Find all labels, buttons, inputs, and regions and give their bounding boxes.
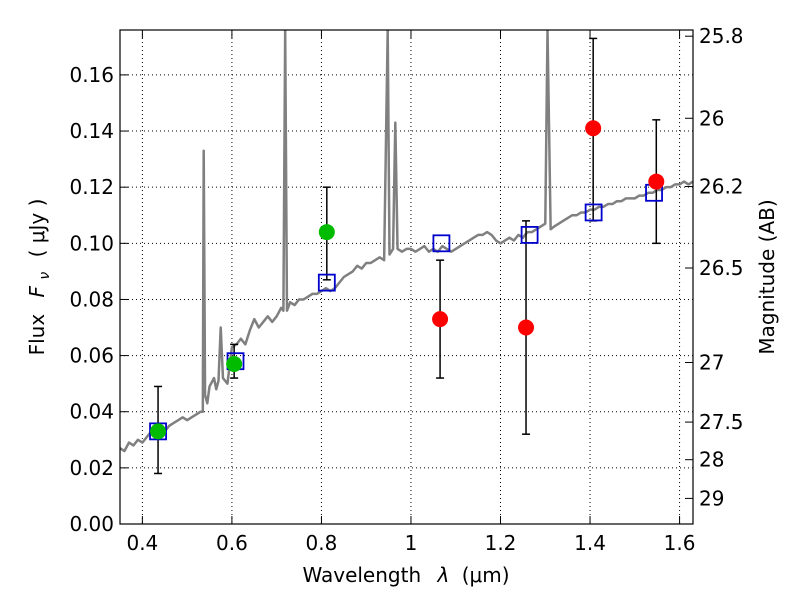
y-tick-label: 0.06 [69,344,114,368]
y-tick-label: 0.14 [69,119,114,143]
x-tick-label: 1.6 [664,531,696,555]
detection-points-layer [150,224,335,440]
y-tick-label: 0.08 [69,287,114,311]
model-point-marker [584,203,603,222]
upper-limit-point-marker [585,120,602,137]
x-axis-title-lambda: λ [437,563,450,587]
right-tick-label: 26.5 [699,256,744,280]
model-point-marker [520,225,539,244]
detection-point-marker [226,356,243,373]
y-axis-left-title-symbol: F [25,285,49,297]
detection-point-marker [150,423,167,440]
x-tick-label: 0.8 [306,531,338,555]
y-axis-left-title: Flux F ν ( μJy ) [25,199,54,356]
plot-background [120,30,693,524]
y-tick-label: 0.12 [69,175,114,199]
x-axis-title-unit: (μm) [462,563,510,587]
y-tick-label: 0.02 [69,456,114,480]
spectrum-line [120,30,693,453]
tick-layer: 0.4 0.6 0.8 1 1.2 1.4 1.6 0.00 0.02 0.04 0.06 0.08 0… [69,24,743,555]
x-tick-label: 1.2 [485,531,517,555]
x-axis-title: Wavelength λ (μm) [302,563,509,587]
right-tick-label: 25.8 [699,24,744,48]
x-tick-label: 1 [405,531,418,555]
y-axis-left-title-subscript: ν [37,272,53,280]
y-axis-right-title: Magnitude (AB) [755,199,779,354]
model-point-marker [317,273,336,292]
y-tick-label: 0.10 [69,231,114,255]
upper-limit-point-marker [648,173,665,190]
plot-frame [119,29,694,525]
right-tick-label: 27 [699,350,724,374]
right-tick-label: 29 [699,486,724,510]
upper-limit-point-marker [432,311,449,328]
right-tick-label: 27.5 [699,410,744,434]
upper-limit-points-layer [432,120,665,336]
upper-limit-point-marker [518,319,535,336]
y-tick-label: 0.00 [69,512,114,536]
y-axis-left-title-unit: ( μJy ) [25,199,49,258]
x-tick-label: 0.6 [216,531,248,555]
x-tick-label: 1.4 [574,531,606,555]
y-tick-label: 0.04 [69,400,114,424]
y-tick-label: 0.16 [69,63,114,87]
right-tick-label: 28 [699,448,724,472]
right-tick-label: 26.2 [699,175,744,199]
x-tick-label: 0.4 [126,531,158,555]
y-axis-left-title-prefix: Flux [25,314,49,356]
right-tick-label: 26 [699,106,724,130]
x-axis-title-prefix: Wavelength [302,563,421,587]
spectrum-layer [120,30,693,453]
detection-point-marker [318,224,335,241]
model-point-marker [432,234,451,253]
